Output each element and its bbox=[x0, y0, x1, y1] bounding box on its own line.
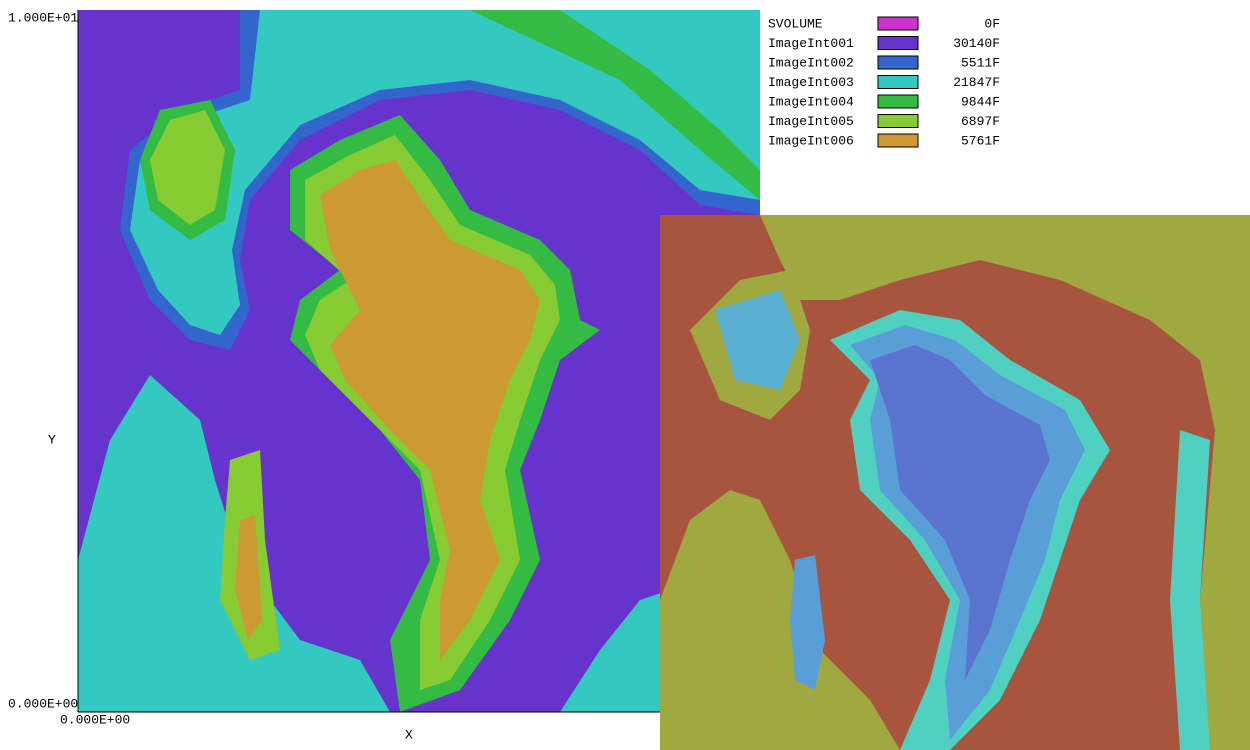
y-min-label: 0.000E+00 bbox=[8, 696, 78, 711]
legend-count: 5511F bbox=[961, 55, 1000, 70]
legend-count: 5761F bbox=[961, 133, 1000, 148]
legend-name: ImageInt005 bbox=[768, 114, 854, 129]
legend-count: 30140F bbox=[953, 36, 1000, 51]
x-axis-label: X bbox=[405, 727, 413, 742]
legend-swatch bbox=[878, 95, 918, 108]
plot-window: 1.000E+01 0.000E+00 0.000E+00 Y X SVOLUM… bbox=[0, 0, 1250, 750]
legend-name: SVOLUME bbox=[768, 16, 823, 31]
legend-name: ImageInt004 bbox=[768, 94, 854, 109]
legend-count: 6897F bbox=[961, 114, 1000, 129]
legend-swatch bbox=[878, 56, 918, 69]
legend-swatch bbox=[878, 17, 918, 30]
legend: SVOLUME 0F ImageInt001 30140F ImageInt002 551… bbox=[762, 10, 1012, 190]
y-max-label: 1.000E+01 bbox=[8, 10, 78, 25]
legend-count: 21847F bbox=[953, 75, 1000, 90]
legend-swatch bbox=[878, 115, 918, 128]
legend-name: ImageInt006 bbox=[768, 133, 854, 148]
overlay-image bbox=[660, 215, 1250, 750]
legend-name: ImageInt001 bbox=[768, 36, 854, 51]
legend-count: 9844F bbox=[961, 94, 1000, 109]
legend-swatch bbox=[878, 76, 918, 89]
legend-name: ImageInt003 bbox=[768, 75, 854, 90]
legend-swatch bbox=[878, 37, 918, 50]
legend-count: 0F bbox=[984, 16, 1000, 31]
x-min-label: 0.000E+00 bbox=[60, 712, 130, 727]
y-axis-label: Y bbox=[48, 432, 56, 447]
legend-swatch bbox=[878, 134, 918, 147]
legend-name: ImageInt002 bbox=[768, 55, 854, 70]
screenshot: 1.000E+01 0.000E+00 0.000E+00 Y X SVOLUM… bbox=[0, 0, 1250, 750]
